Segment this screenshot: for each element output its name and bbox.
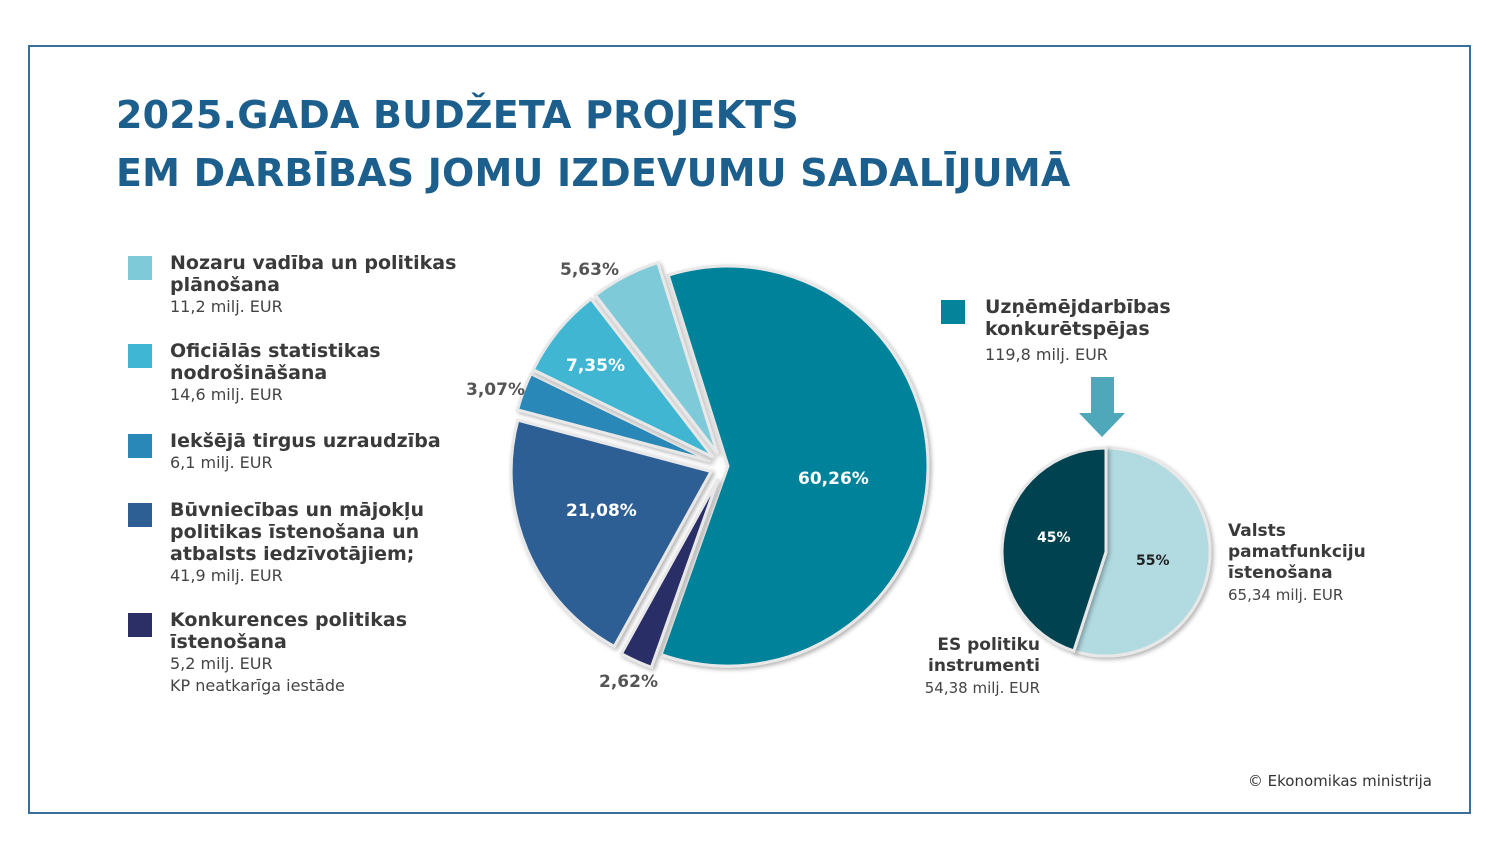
legend-swatch bbox=[128, 503, 152, 527]
title-line-1: 2025.GADA BUDŽETA PROJEKTS bbox=[116, 93, 799, 137]
arrow-down-icon bbox=[1079, 377, 1125, 437]
small-pie-label-left: ES politiku instrumenti 54,38 milj. EUR bbox=[900, 635, 1040, 699]
legend-swatch bbox=[128, 344, 152, 368]
copyright: © Ekonomikas ministrija bbox=[1247, 772, 1432, 790]
pie-label: 2,62% bbox=[599, 672, 658, 692]
small-pie-slice bbox=[1071, 446, 1212, 658]
legend-label: Uzņēmējdarbības konkurētspējas bbox=[985, 296, 1171, 340]
small-pie-slice bbox=[1000, 446, 1108, 653]
legend-value: 119,8 milj. EUR bbox=[985, 345, 1108, 364]
main-pie-slice bbox=[515, 371, 712, 463]
pie-label: 5,63% bbox=[560, 260, 619, 280]
legend-swatch bbox=[128, 613, 152, 637]
legend-swatch bbox=[128, 434, 152, 458]
main-pie-slice bbox=[659, 264, 930, 668]
legend-value: 6,1 milj. EUR bbox=[170, 453, 273, 472]
label-name: ES politiku instrumenti bbox=[928, 635, 1040, 676]
label-value: 54,38 milj. EUR bbox=[924, 679, 1040, 697]
legend-label: Konkurences politikas īstenošana bbox=[170, 609, 408, 653]
main-pie-slice bbox=[619, 478, 720, 670]
small-pie-label-right: Valsts pamatfunkciju īstenošana 65,34 mi… bbox=[1228, 521, 1378, 606]
infographic-frame bbox=[28, 45, 1471, 814]
legend-label: Būvniecības un mājokļu politikas īstenoš… bbox=[170, 499, 424, 565]
legend-swatch bbox=[941, 300, 965, 324]
pie-label: 7,35% bbox=[566, 356, 625, 376]
pie-label: 21,08% bbox=[566, 501, 637, 521]
pie-label: 3,07% bbox=[466, 380, 525, 400]
pie-label: 60,26% bbox=[798, 469, 869, 489]
pie-label: 55% bbox=[1136, 553, 1170, 569]
legend-value: 11,2 milj. EUR bbox=[170, 297, 283, 316]
title-line-2: EM DARBĪBAS JOMU IZDEVUMU SADALĪJUMĀ bbox=[116, 151, 1071, 195]
main-pie-slice bbox=[531, 296, 715, 459]
legend-value: 5,2 milj. EUR bbox=[170, 654, 273, 673]
legend-value: 41,9 milj. EUR bbox=[170, 566, 283, 585]
page-title: 2025.GADA BUDŽETA PROJEKTS EM DARBĪBAS J… bbox=[116, 86, 1071, 202]
pie-label: 45% bbox=[1037, 530, 1071, 546]
legend-note: KP neatkarīga iestāde bbox=[170, 676, 345, 695]
legend-value: 14,6 milj. EUR bbox=[170, 385, 283, 404]
main-pie-slice bbox=[509, 418, 714, 649]
legend-label: Iekšējā tirgus uzraudzība bbox=[170, 430, 441, 452]
legend-label: Oficiālās statistikas nodrošināšana bbox=[170, 340, 381, 384]
legend-label: Nozaru vadība un politikas plānošana bbox=[170, 252, 457, 296]
main-pie-slice bbox=[593, 260, 719, 455]
label-name: Valsts pamatfunkciju īstenošana bbox=[1228, 521, 1366, 583]
label-value: 65,34 milj. EUR bbox=[1228, 586, 1344, 604]
legend-swatch bbox=[128, 256, 152, 280]
